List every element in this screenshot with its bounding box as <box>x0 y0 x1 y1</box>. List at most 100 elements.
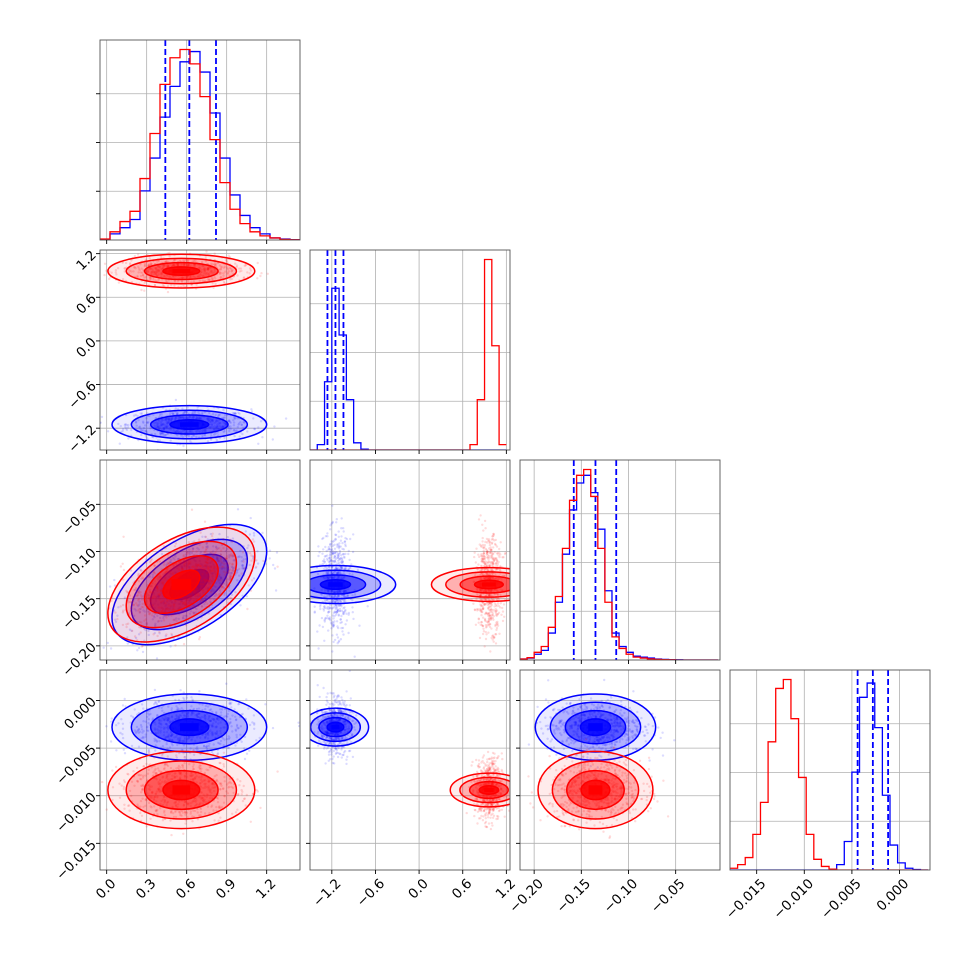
scatter-point <box>144 435 148 438</box>
scatter-point <box>344 536 347 540</box>
scatter-point <box>147 718 150 721</box>
scatter-point <box>148 414 151 418</box>
scatter-point <box>159 414 162 417</box>
scatter-point <box>490 538 493 541</box>
scatter-point <box>138 600 141 603</box>
scatter-point <box>245 752 249 755</box>
scatter-point <box>220 584 223 587</box>
scatter-point <box>320 593 323 596</box>
scatter-point <box>330 623 334 626</box>
scatter-point <box>113 584 117 587</box>
scatter-point <box>142 606 145 609</box>
scatter-point <box>201 535 204 538</box>
scatter-point <box>358 624 361 627</box>
scatter-point <box>318 605 322 608</box>
scatter-point <box>124 423 127 426</box>
scatter-point <box>493 593 496 596</box>
scatter-point <box>486 603 489 607</box>
scatter-point <box>484 597 488 601</box>
scatter-point <box>233 566 236 569</box>
scatter-point <box>138 425 142 428</box>
scatter-point <box>173 259 176 262</box>
scatter-point <box>337 535 340 538</box>
scatter-point <box>131 715 135 719</box>
scatter-point <box>223 582 226 585</box>
scatter-point <box>329 621 333 625</box>
scatter-point <box>149 611 152 615</box>
scatter-point <box>182 555 185 558</box>
scatter-point <box>494 607 497 611</box>
scatter-point <box>336 608 339 611</box>
scatter-point <box>481 608 485 611</box>
scatter-point <box>132 614 136 617</box>
scatter-point <box>229 717 232 721</box>
scatter-point <box>160 431 164 435</box>
scatter-point <box>209 438 213 441</box>
scatter-point <box>176 557 180 561</box>
scatter-point <box>493 602 497 605</box>
scatter-point <box>350 563 353 566</box>
scatter-point <box>336 559 340 562</box>
scatter-point <box>487 538 490 541</box>
scatter-point <box>182 411 185 415</box>
scatter-point <box>143 610 147 613</box>
scatter-point <box>138 610 142 614</box>
scatter-point <box>256 550 259 553</box>
scatter-point <box>206 705 210 708</box>
scatter-point <box>336 570 340 574</box>
scatter-point <box>495 561 499 564</box>
scatter-point <box>199 599 202 602</box>
scatter-point <box>487 619 490 623</box>
scatter-point <box>235 429 238 432</box>
scatter-point <box>483 568 486 572</box>
scatter-point <box>142 609 145 612</box>
scatter-point <box>494 633 497 636</box>
scatter-point <box>231 714 234 717</box>
scatter-point <box>234 416 237 420</box>
scatter-point <box>490 614 493 617</box>
scatter-point <box>248 533 252 536</box>
scatter-point <box>352 617 355 621</box>
scatter-point <box>340 621 343 624</box>
scatter-point <box>181 616 185 619</box>
scatter-point <box>331 596 334 599</box>
scatter-point <box>136 593 139 597</box>
scatter-point <box>229 538 232 541</box>
scatter-point <box>175 550 179 554</box>
scatter-point <box>241 712 244 716</box>
scatter-point <box>276 565 279 568</box>
scatter-point <box>325 572 328 575</box>
panel-frame <box>99 459 301 661</box>
scatter-point <box>476 607 479 611</box>
scatter-point <box>491 564 494 568</box>
scatter-point <box>487 607 490 611</box>
scatter-point <box>187 434 191 438</box>
scatter-point <box>485 633 488 636</box>
scatter-point <box>160 619 163 623</box>
scatter-point <box>476 594 480 597</box>
scatter-point <box>122 427 125 431</box>
scatter-point <box>197 548 200 551</box>
scatter-point <box>490 636 493 640</box>
scatter-point <box>325 570 328 574</box>
scatter-point <box>155 739 159 742</box>
scatter-point <box>241 594 244 597</box>
scatter-point <box>352 533 355 536</box>
scatter-point <box>243 421 246 424</box>
scatter-point <box>485 561 488 564</box>
scatter-point <box>208 279 211 282</box>
scatter-point <box>251 538 255 541</box>
scatter-point <box>213 263 216 266</box>
scatter-point <box>475 592 478 596</box>
scatter-point <box>142 720 145 723</box>
scatter-point <box>339 545 342 548</box>
scatter-point <box>142 736 145 740</box>
scatter-point <box>81 415 83 417</box>
scatter-point <box>133 635 137 638</box>
scatter-point <box>145 561 148 565</box>
scatter-point <box>337 561 341 565</box>
scatter-point <box>223 557 226 560</box>
scatter-point <box>351 611 354 614</box>
scatter-point <box>493 635 496 639</box>
scatter-point <box>153 283 157 287</box>
